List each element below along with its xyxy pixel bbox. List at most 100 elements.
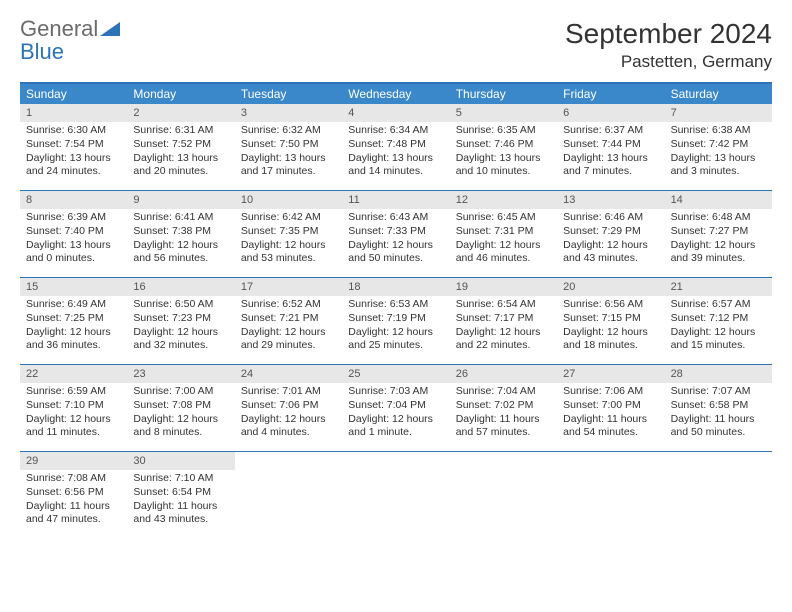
sunrise: Sunrise: 7:00 AM <box>133 385 228 399</box>
day-cell: 12Sunrise: 6:45 AMSunset: 7:31 PMDayligh… <box>450 191 557 277</box>
day-number: 25 <box>342 365 449 383</box>
day-cell: 11Sunrise: 6:43 AMSunset: 7:33 PMDayligh… <box>342 191 449 277</box>
day-cell: 24Sunrise: 7:01 AMSunset: 7:06 PMDayligh… <box>235 365 342 451</box>
day-number: 8 <box>20 191 127 209</box>
week-row: 22Sunrise: 6:59 AMSunset: 7:10 PMDayligh… <box>20 365 772 452</box>
daylight: Daylight: 13 hours and 7 minutes. <box>563 152 658 179</box>
day-number: 19 <box>450 278 557 296</box>
sunset: Sunset: 7:04 PM <box>348 399 443 413</box>
empty-cell: . <box>665 452 772 538</box>
sunset: Sunset: 7:06 PM <box>241 399 336 413</box>
month-title: September 2024 <box>565 18 772 50</box>
day-info: Sunrise: 6:35 AMSunset: 7:46 PMDaylight:… <box>450 124 557 179</box>
day-number: 6 <box>557 104 664 122</box>
day-cell: 23 Sunrise: 7:00 AMSunset: 7:08 PMDayligh… <box>127 365 234 451</box>
sunset: Sunset: 7:38 PM <box>133 225 228 239</box>
daylight: Daylight: 13 hours and 3 minutes. <box>671 152 766 179</box>
day-info: Sunrise: 6:46 AMSunset: 7:29 PMDaylight:… <box>557 211 664 266</box>
day-info: Sunrise: 7:07 AMSunset: 6:58 PMDaylight:… <box>665 385 772 440</box>
day-info: Sunrise: 6:37 AMSunset: 7:44 PMDaylight:… <box>557 124 664 179</box>
day-number: 21 <box>665 278 772 296</box>
sunset: Sunset: 7:10 PM <box>26 399 121 413</box>
day-info: Sunrise: 6:57 AMSunset: 7:12 PMDaylight:… <box>665 298 772 353</box>
day-number: 23 <box>127 365 234 383</box>
sunset: Sunset: 6:58 PM <box>671 399 766 413</box>
sunrise: Sunrise: 6:43 AM <box>348 211 443 225</box>
day-info: Sunrise: 6:52 AMSunset: 7:21 PMDaylight:… <box>235 298 342 353</box>
day-cell: 14Sunrise: 6:48 AMSunset: 7:27 PMDayligh… <box>665 191 772 277</box>
sunrise: Sunrise: 6:45 AM <box>456 211 551 225</box>
day-info: Sunrise: 6:54 AMSunset: 7:17 PMDaylight:… <box>450 298 557 353</box>
weekday-monday: Monday <box>127 84 234 104</box>
sunset: Sunset: 7:25 PM <box>26 312 121 326</box>
sunset: Sunset: 7:21 PM <box>241 312 336 326</box>
day-number: 12 <box>450 191 557 209</box>
sunrise: Sunrise: 6:39 AM <box>26 211 121 225</box>
sunset: Sunset: 7:35 PM <box>241 225 336 239</box>
day-number: 29 <box>20 452 127 470</box>
day-cell: 5Sunrise: 6:35 AMSunset: 7:46 PMDaylight… <box>450 104 557 190</box>
day-cell: 28Sunrise: 7:07 AMSunset: 6:58 PMDayligh… <box>665 365 772 451</box>
sunset: Sunset: 7:08 PM <box>133 399 228 413</box>
weekday-thursday: Thursday <box>450 84 557 104</box>
day-cell: 8 Sunrise: 6:39 AMSunset: 7:40 PMDaylight… <box>20 191 127 277</box>
day-number: 16 <box>127 278 234 296</box>
daylight: Daylight: 12 hours and 15 minutes. <box>671 326 766 353</box>
day-cell: 7Sunrise: 6:38 AMSunset: 7:42 PMDaylight… <box>665 104 772 190</box>
daylight: Daylight: 12 hours and 36 minutes. <box>26 326 121 353</box>
week-row: 29Sunrise: 7:08 AMSunset: 6:56 PMDayligh… <box>20 452 772 538</box>
sunrise: Sunrise: 6:34 AM <box>348 124 443 138</box>
daylight: Daylight: 12 hours and 32 minutes. <box>133 326 228 353</box>
day-cell: 15Sunrise: 6:49 AMSunset: 7:25 PMDayligh… <box>20 278 127 364</box>
day-cell: 21 Sunrise: 6:57 AMSunset: 7:12 PMDayligh… <box>665 278 772 364</box>
day-cell: 25Sunrise: 7:03 AMSunset: 7:04 PMDayligh… <box>342 365 449 451</box>
day-number: 2 <box>127 104 234 122</box>
day-info: Sunrise: 6:39 AMSunset: 7:40 PMDaylight:… <box>20 211 127 266</box>
title-block: September 2024 Pastetten, Germany <box>565 18 772 72</box>
day-cell: 26Sunrise: 7:04 AMSunset: 7:02 PMDayligh… <box>450 365 557 451</box>
day-info: Sunrise: 6:42 AMSunset: 7:35 PMDaylight:… <box>235 211 342 266</box>
day-number: 7 <box>665 104 772 122</box>
weekday-friday: Friday <box>557 84 664 104</box>
sunset: Sunset: 7:50 PM <box>241 138 336 152</box>
sunrise: Sunrise: 7:07 AM <box>671 385 766 399</box>
daylight: Daylight: 11 hours and 50 minutes. <box>671 413 766 440</box>
daylight: Daylight: 12 hours and 8 minutes. <box>133 413 228 440</box>
daylight: Daylight: 11 hours and 57 minutes. <box>456 413 551 440</box>
sunrise: Sunrise: 7:01 AM <box>241 385 336 399</box>
day-cell: 17Sunrise: 6:52 AMSunset: 7:21 PMDayligh… <box>235 278 342 364</box>
day-info: Sunrise: 6:53 AMSunset: 7:19 PMDaylight:… <box>342 298 449 353</box>
day-cell: 3Sunrise: 6:32 AMSunset: 7:50 PMDaylight… <box>235 104 342 190</box>
day-number: 24 <box>235 365 342 383</box>
day-number: 3 <box>235 104 342 122</box>
sunset: Sunset: 7:40 PM <box>26 225 121 239</box>
sunset: Sunset: 7:15 PM <box>563 312 658 326</box>
sunset: Sunset: 6:56 PM <box>26 486 121 500</box>
day-number: 10 <box>235 191 342 209</box>
day-cell: 2Sunrise: 6:31 AMSunset: 7:52 PMDaylight… <box>127 104 234 190</box>
week-row: 8Sunrise: 6:39 AMSunset: 7:40 PMDaylight… <box>20 191 772 278</box>
weekday-sunday: Sunday <box>20 84 127 104</box>
sunrise: Sunrise: 6:57 AM <box>671 298 766 312</box>
day-number: 22 <box>20 365 127 383</box>
day-cell: 29Sunrise: 7:08 AMSunset: 6:56 PMDayligh… <box>20 452 127 538</box>
daylight: Daylight: 13 hours and 17 minutes. <box>241 152 336 179</box>
day-cell: 9Sunrise: 6:41 AMSunset: 7:38 PMDaylight… <box>127 191 234 277</box>
daylight: Daylight: 13 hours and 20 minutes. <box>133 152 228 179</box>
sunset: Sunset: 7:54 PM <box>26 138 121 152</box>
day-cell: 10 Sunrise: 6:42 AMSunset: 7:35 PMDayligh… <box>235 191 342 277</box>
day-number: 20 <box>557 278 664 296</box>
weekday-wednesday: Wednesday <box>342 84 449 104</box>
sunrise: Sunrise: 7:08 AM <box>26 472 121 486</box>
sunrise: Sunrise: 7:04 AM <box>456 385 551 399</box>
day-number: 4 <box>342 104 449 122</box>
day-info: Sunrise: 6:43 AMSunset: 7:33 PMDaylight:… <box>342 211 449 266</box>
sunset: Sunset: 7:23 PM <box>133 312 228 326</box>
daylight: Daylight: 12 hours and 43 minutes. <box>563 239 658 266</box>
sunrise: Sunrise: 6:42 AM <box>241 211 336 225</box>
day-info: Sunrise: 6:50 AMSunset: 7:23 PMDaylight:… <box>127 298 234 353</box>
sunrise: Sunrise: 7:10 AM <box>133 472 228 486</box>
day-info: Sunrise: 7:06 AMSunset: 7:00 PMDaylight:… <box>557 385 664 440</box>
sunset: Sunset: 7:02 PM <box>456 399 551 413</box>
day-cell: 19 Sunrise: 6:54 AMSunset: 7:17 PMDayligh… <box>450 278 557 364</box>
